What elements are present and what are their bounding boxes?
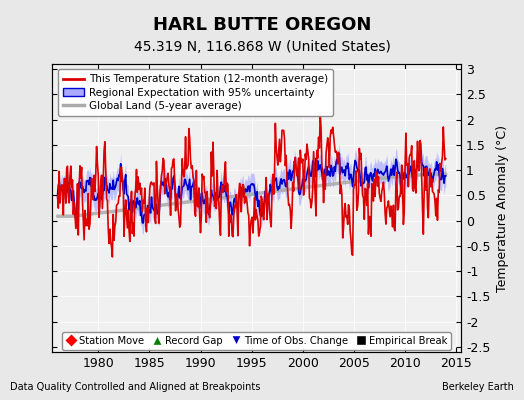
Text: 45.319 N, 116.868 W (United States): 45.319 N, 116.868 W (United States) xyxy=(134,40,390,54)
Text: Berkeley Earth: Berkeley Earth xyxy=(442,382,514,392)
Legend: Station Move, Record Gap, Time of Obs. Change, Empirical Break: Station Move, Record Gap, Time of Obs. C… xyxy=(62,332,451,350)
Text: HARL BUTTE OREGON: HARL BUTTE OREGON xyxy=(153,16,371,34)
Text: Data Quality Controlled and Aligned at Breakpoints: Data Quality Controlled and Aligned at B… xyxy=(10,382,261,392)
Y-axis label: Temperature Anomaly (°C): Temperature Anomaly (°C) xyxy=(496,124,509,292)
